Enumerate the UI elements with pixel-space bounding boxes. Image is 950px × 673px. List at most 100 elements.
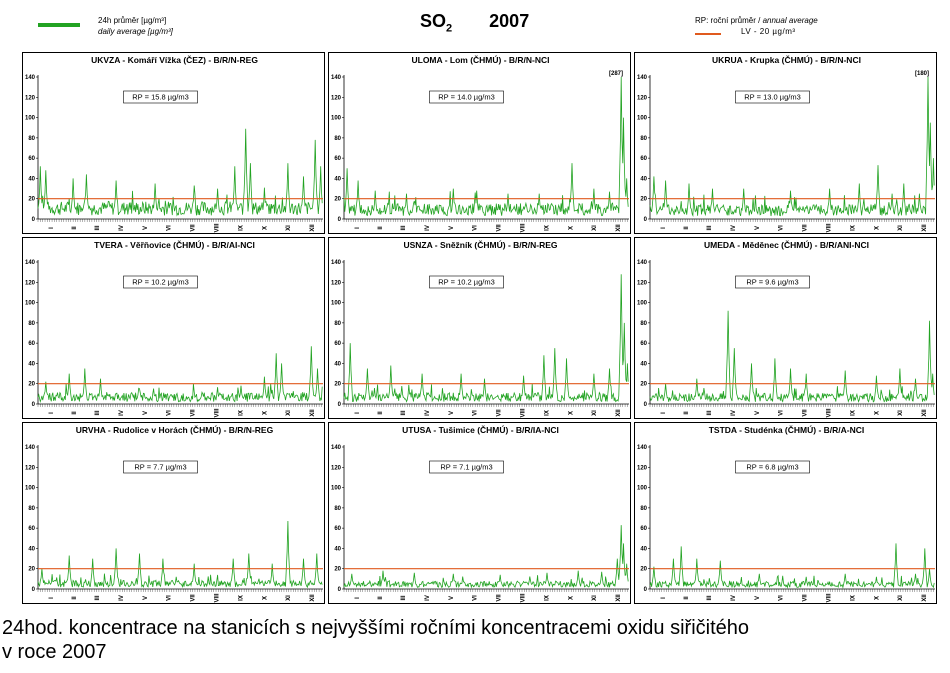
x-month-label: VII [802, 224, 808, 232]
x-month-label: XII [616, 409, 622, 417]
y-tick-label: 120 [637, 465, 648, 471]
x-month-label: IV [425, 410, 431, 416]
title-year: 2007 [489, 11, 530, 31]
x-month-label: XI [592, 595, 598, 601]
daily-series-line [649, 310, 935, 403]
legend-daily-en: daily average [µg/m³] [98, 27, 173, 36]
x-month-label: III [95, 410, 101, 415]
x-month-label: XI [592, 225, 598, 231]
y-tick-label: 120 [331, 95, 342, 101]
x-month-label: V [143, 226, 149, 230]
x-month-label: VII [802, 409, 808, 417]
rp-box [429, 460, 504, 474]
x-month-label: II [72, 596, 78, 600]
x-month-label: IV [119, 410, 125, 416]
y-tick-label: 40 [334, 361, 341, 367]
x-month-label: VIII [521, 223, 527, 232]
x-month-label: VII [190, 409, 196, 417]
rp-box [123, 90, 198, 104]
x-month-label: II [378, 226, 384, 230]
y-tick-label: 80 [640, 506, 647, 512]
y-tick-label: 40 [28, 546, 35, 552]
x-month-label: IV [731, 410, 737, 416]
rp-label: RP = 9.6 µg/m3 [746, 278, 798, 287]
x-month-label: VI [473, 595, 479, 601]
x-month-label: IV [731, 225, 737, 231]
x-month-label: VIII [521, 593, 527, 602]
y-tick-label: 100 [25, 301, 36, 307]
x-month-label: X [568, 411, 574, 415]
y-tick-label: 140 [637, 75, 648, 81]
x-month-label: X [874, 411, 880, 415]
y-tick-label: 100 [637, 486, 648, 492]
rp-box [123, 275, 198, 289]
x-month-label: VII [496, 409, 502, 417]
x-month-label: IX [544, 410, 550, 416]
chart-svg: USNZA - Sněžník (ČHMÚ) - B/R/N-REG 0 20 40 6… [331, 239, 629, 418]
y-tick-label: 40 [28, 361, 35, 367]
x-month-label: VI [167, 410, 173, 416]
y-tick-label: 0 [644, 587, 648, 593]
chart-svg: TSTDA - Studénka (ČHMÚ) - B/R/A-NCI 0 20 40… [637, 424, 935, 603]
y-tick-label: 100 [331, 486, 342, 492]
chart-title: USNZA - Sněžník (ČHMÚ) - B/R/N-REG [403, 239, 557, 250]
chart-title: URVHA - Rudolice v Horách (ČHMÚ) - B/R/N… [76, 424, 274, 435]
y-tick-label: 140 [25, 445, 36, 451]
x-month-label: IX [238, 410, 244, 416]
y-tick-label: 20 [640, 382, 647, 388]
y-tick-label: 20 [334, 197, 341, 203]
x-month-label: I [49, 227, 55, 229]
y-tick-label: 80 [640, 321, 647, 327]
x-month-label: III [707, 410, 713, 415]
x-month-label: V [449, 411, 455, 415]
x-month-label: IV [425, 595, 431, 601]
station-chart: UKVZA - Komáří Vížka (ČEZ) - B/R/N-REG 0 2… [22, 52, 325, 234]
x-month-label: X [262, 411, 268, 415]
x-month-label: III [707, 595, 713, 600]
chart-svg: UMEDA - Měděnec (ČHMÚ) - B/R/ANI-NCI 0 20 4… [637, 239, 935, 418]
legend-limit-text: LV - 20 µg/m³ [741, 27, 796, 36]
station-chart: USNZA - Sněžník (ČHMÚ) - B/R/N-REG 0 20 40 6… [328, 237, 631, 419]
x-month-label: X [874, 226, 880, 230]
y-tick-label: 60 [28, 341, 35, 347]
y-tick-label: 60 [334, 526, 341, 532]
x-month-label: VII [190, 224, 196, 232]
y-tick-label: 80 [334, 506, 341, 512]
x-month-label: XII [616, 594, 622, 602]
legend-series-swatch [38, 23, 80, 27]
y-tick-label: 120 [25, 95, 36, 101]
y-tick-label: 20 [28, 567, 35, 573]
y-tick-label: 120 [25, 465, 36, 471]
daily-series-line [343, 76, 629, 217]
x-month-label: IX [850, 410, 856, 416]
y-tick-label: 100 [637, 301, 648, 307]
x-month-label: IX [238, 595, 244, 601]
y-tick-label: 0 [32, 587, 36, 593]
x-month-label: VIII [521, 408, 527, 417]
y-tick-label: 40 [28, 176, 35, 182]
y-tick-label: 60 [640, 526, 647, 532]
x-month-label: XI [898, 595, 904, 601]
x-month-label: VI [779, 595, 785, 601]
x-month-label: V [143, 411, 149, 415]
y-tick-label: 60 [640, 341, 647, 347]
y-tick-label: 0 [644, 217, 648, 223]
daily-series-line [37, 346, 323, 404]
x-month-label: VIII [215, 223, 221, 232]
rp-box [429, 90, 504, 104]
daily-series-line [649, 76, 935, 218]
x-month-label: XII [310, 594, 316, 602]
rp-label: RP = 13.0 µg/m3 [744, 93, 801, 102]
x-month-label: V [755, 411, 761, 415]
x-month-label: III [401, 410, 407, 415]
x-month-label: XI [898, 225, 904, 231]
x-month-label: XII [922, 409, 928, 417]
y-tick-label: 80 [28, 136, 35, 142]
daily-series-line [343, 525, 629, 589]
daily-series-line [649, 543, 935, 589]
chart-title: UTUSA - Tušimice (ČHMÚ) - B/R/IA-NCI [402, 424, 559, 435]
chart-title: UMEDA - Měděnec (ČHMÚ) - B/R/ANI-NCI [704, 239, 869, 250]
y-tick-label: 120 [637, 95, 648, 101]
x-month-label: VII [802, 594, 808, 602]
y-tick-label: 60 [334, 156, 341, 162]
